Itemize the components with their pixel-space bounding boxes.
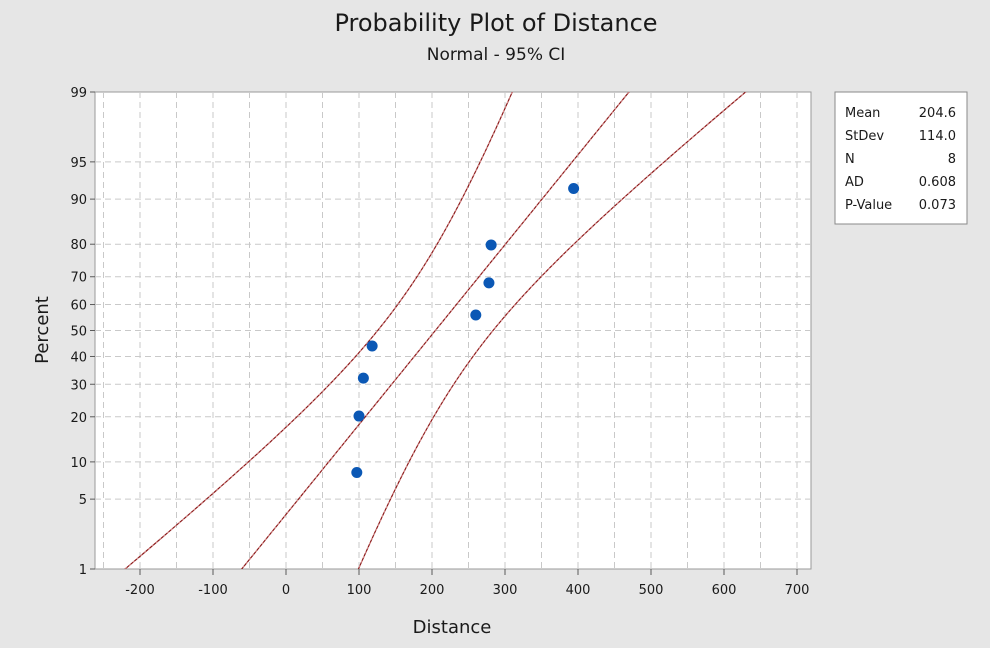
- plot-area: [94, 91, 812, 570]
- stat-label: P-Value: [845, 198, 892, 213]
- x-tick-label: 200: [420, 583, 445, 598]
- x-axis-ticks: -200 -100 0 100 200 300 400 500 600 700: [125, 569, 809, 598]
- stat-value: 0.608: [919, 175, 956, 190]
- data-point: [357, 372, 369, 384]
- stat-label: AD: [845, 175, 864, 190]
- stat-value: 0.073: [919, 198, 956, 213]
- x-tick-label: -200: [125, 583, 155, 598]
- confidence-band: [124, 92, 747, 569]
- data-point: [351, 467, 363, 479]
- y-tick-label: 70: [70, 271, 87, 286]
- statistics-table: Mean 204.6 StDev 114.0 N 8 AD 0.608 P-Value 0.073: [834, 91, 968, 225]
- lower-ci-curve-highlight: [124, 92, 513, 569]
- x-tick-label: 400: [566, 583, 591, 598]
- data-point: [568, 182, 580, 194]
- y-tick-label: 60: [70, 299, 87, 314]
- y-tick-label: 10: [70, 456, 87, 471]
- stat-value: 114.0: [919, 129, 956, 144]
- x-tick-label: 600: [712, 583, 737, 598]
- stat-label: Mean: [845, 106, 880, 121]
- stat-label: N: [845, 152, 855, 167]
- x-tick-label: 0: [282, 583, 290, 598]
- statistics-box: [834, 91, 968, 225]
- x-tick-label: 700: [785, 583, 810, 598]
- data-point: [470, 309, 482, 321]
- data-point: [483, 277, 495, 289]
- y-axis-label: Percent: [32, 296, 53, 364]
- data-points: [351, 182, 580, 479]
- stat-label: StDev: [845, 129, 884, 144]
- y-tick-label: 5: [79, 493, 87, 508]
- chart-subtitle: Normal - 95% CI: [427, 45, 566, 65]
- y-tick-label: 1: [79, 563, 87, 578]
- chart-title: Probability Plot of Distance: [334, 9, 657, 37]
- fitted-line-highlight: [241, 92, 630, 569]
- y-tick-label: 95: [70, 156, 87, 171]
- stat-value: 8: [948, 152, 956, 167]
- stat-value: 204.6: [919, 106, 956, 121]
- upper-ci-curve: [357, 92, 747, 569]
- y-tick-label: 30: [70, 378, 87, 393]
- y-tick-label: 20: [70, 411, 87, 426]
- x-tick-label: 300: [493, 583, 518, 598]
- x-axis-label: Distance: [413, 617, 492, 638]
- y-axis-ticks: 1 5 10 20 30 40 50 60 70 80 90 95 99: [70, 86, 95, 578]
- x-tick-label: 500: [639, 583, 664, 598]
- data-point: [353, 410, 365, 422]
- y-tick-label: 50: [70, 325, 87, 340]
- x-tick-label: 100: [347, 583, 372, 598]
- y-tick-label: 40: [70, 350, 87, 365]
- y-tick-label: 99: [70, 86, 87, 101]
- data-point: [366, 340, 378, 352]
- y-tick-label: 90: [70, 193, 87, 208]
- y-tick-label: 80: [70, 238, 87, 253]
- x-tick-label: -100: [198, 583, 228, 598]
- data-point: [485, 239, 497, 251]
